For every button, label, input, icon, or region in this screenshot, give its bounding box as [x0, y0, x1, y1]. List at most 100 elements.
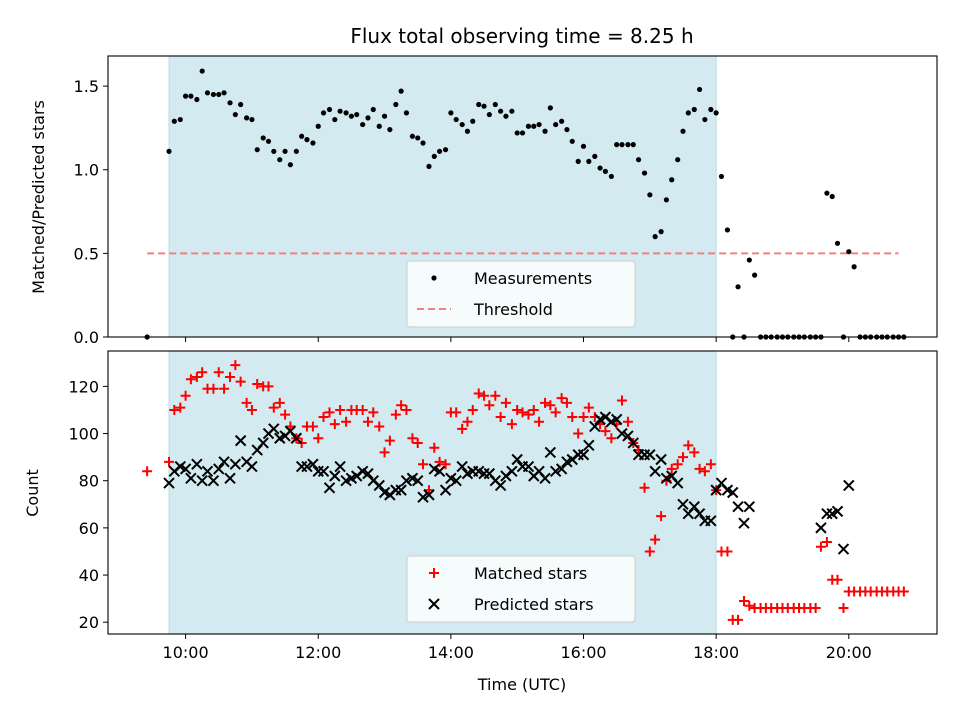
data-point	[232, 111, 238, 118]
data-point	[672, 459, 683, 470]
data-point	[337, 108, 343, 114]
data-point	[320, 110, 327, 116]
data-point	[467, 404, 478, 415]
data-point	[752, 272, 758, 278]
data-point	[431, 153, 437, 159]
x-tick-label: 18:00	[693, 643, 739, 662]
x-axis-label: Time (UTC)	[477, 675, 566, 694]
data-point	[561, 397, 572, 408]
data-point	[639, 482, 650, 493]
data-point	[227, 100, 233, 106]
data-point	[317, 465, 330, 477]
data-point	[323, 482, 336, 494]
data-point	[556, 393, 567, 404]
data-point	[821, 537, 832, 548]
data-point	[531, 123, 537, 129]
data-point	[274, 397, 285, 408]
data-point	[238, 101, 244, 108]
y-tick-label: 0.5	[74, 244, 99, 263]
data-point	[528, 404, 539, 415]
data-point	[511, 453, 523, 466]
y-tick-label: 100	[68, 425, 99, 444]
data-point	[235, 376, 246, 387]
data-point	[843, 479, 855, 492]
data-point	[627, 437, 639, 449]
data-point	[433, 465, 446, 477]
data-point	[669, 177, 675, 183]
data-point	[739, 595, 750, 606]
data-point	[733, 614, 744, 625]
data-point	[573, 428, 584, 439]
data-point	[194, 96, 200, 103]
data-point	[677, 452, 688, 463]
data-point	[448, 110, 454, 116]
data-point	[451, 407, 462, 418]
data-point	[829, 193, 835, 200]
data-point	[744, 600, 755, 611]
data-point	[815, 522, 827, 534]
data-point	[368, 407, 379, 418]
data-point	[439, 484, 452, 496]
data-point	[512, 404, 523, 415]
data-point	[644, 546, 655, 557]
x-tick-label: 16:00	[560, 643, 606, 662]
data-point	[699, 466, 710, 477]
legend-marker-predicted	[428, 598, 440, 610]
data-point	[400, 475, 413, 487]
data-point	[898, 586, 909, 597]
data-point	[343, 110, 349, 116]
y-tick-label: 1.5	[74, 77, 99, 96]
data-point	[583, 402, 594, 413]
data-point	[619, 142, 625, 148]
data-point	[567, 412, 578, 423]
data-point	[490, 390, 501, 401]
data-point	[324, 407, 335, 418]
data-point	[708, 106, 714, 113]
data-point	[810, 603, 821, 614]
data-point	[374, 421, 385, 432]
data-point	[221, 90, 227, 96]
data-point	[180, 390, 191, 401]
data-point	[301, 460, 313, 473]
data-point	[171, 118, 177, 124]
data-point	[834, 240, 841, 246]
data-point	[407, 433, 418, 444]
data-point	[225, 371, 236, 382]
data-point	[851, 264, 857, 270]
data-point	[426, 163, 432, 169]
data-point	[522, 460, 535, 473]
data-point	[415, 135, 421, 141]
data-point	[381, 113, 388, 119]
data-point	[606, 433, 617, 444]
data-point	[693, 508, 706, 520]
data-point	[271, 148, 277, 154]
data-point	[666, 463, 677, 474]
data-point	[710, 484, 722, 496]
data-point	[224, 472, 236, 485]
y-tick-label: 20	[79, 613, 99, 632]
x-tick-label: 12:00	[295, 643, 341, 662]
data-point	[616, 395, 627, 406]
y-tick-label: 60	[79, 519, 99, 538]
data-point	[641, 170, 648, 176]
data-point	[216, 91, 222, 98]
legend-label: Threshold	[473, 300, 553, 319]
y-tick-label: 1.0	[74, 161, 99, 180]
data-point	[268, 423, 280, 435]
axes-frame	[107, 55, 938, 338]
data-point	[252, 379, 263, 390]
data-point	[583, 439, 595, 452]
axes-frame	[107, 350, 938, 635]
data-point	[536, 121, 542, 128]
data-point	[503, 113, 509, 119]
data-point	[268, 402, 279, 413]
data-point	[519, 130, 526, 136]
series-measurements	[144, 68, 907, 340]
data-point	[746, 257, 752, 263]
y-tick-label: 80	[79, 472, 99, 491]
data-point	[479, 390, 490, 401]
data-point	[689, 447, 700, 458]
legend-marker-matched	[429, 568, 439, 578]
data-point	[208, 383, 219, 394]
data-point	[315, 123, 321, 129]
